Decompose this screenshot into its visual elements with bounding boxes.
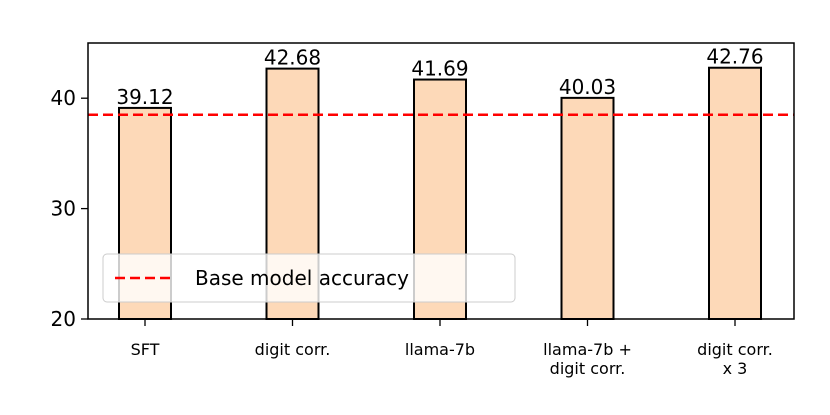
x-tick-label: llama-7b xyxy=(405,340,475,359)
value-label: 42.76 xyxy=(706,45,763,69)
legend-label: Base model accuracy xyxy=(195,266,409,290)
bar xyxy=(708,66,762,320)
x-tick-label: llama-7b + digit corr. xyxy=(543,340,632,378)
value-label: 40.03 xyxy=(559,75,616,99)
x-tick-label: SFT xyxy=(131,340,160,359)
y-tick-label: 30 xyxy=(51,197,76,221)
value-label: 42.68 xyxy=(264,46,321,70)
value-label: 39.12 xyxy=(116,85,173,109)
x-tick-label: digit corr. xyxy=(255,340,331,359)
bar xyxy=(560,96,615,320)
value-label: 41.69 xyxy=(411,57,468,81)
axes-frame xyxy=(87,42,795,320)
y-tick-label: 20 xyxy=(51,307,76,331)
y-tick-label: 40 xyxy=(51,86,76,110)
legend: Base model accuracy xyxy=(102,253,516,303)
legend-box xyxy=(102,253,516,303)
x-tick-label: digit corr. x 3 xyxy=(697,340,773,378)
